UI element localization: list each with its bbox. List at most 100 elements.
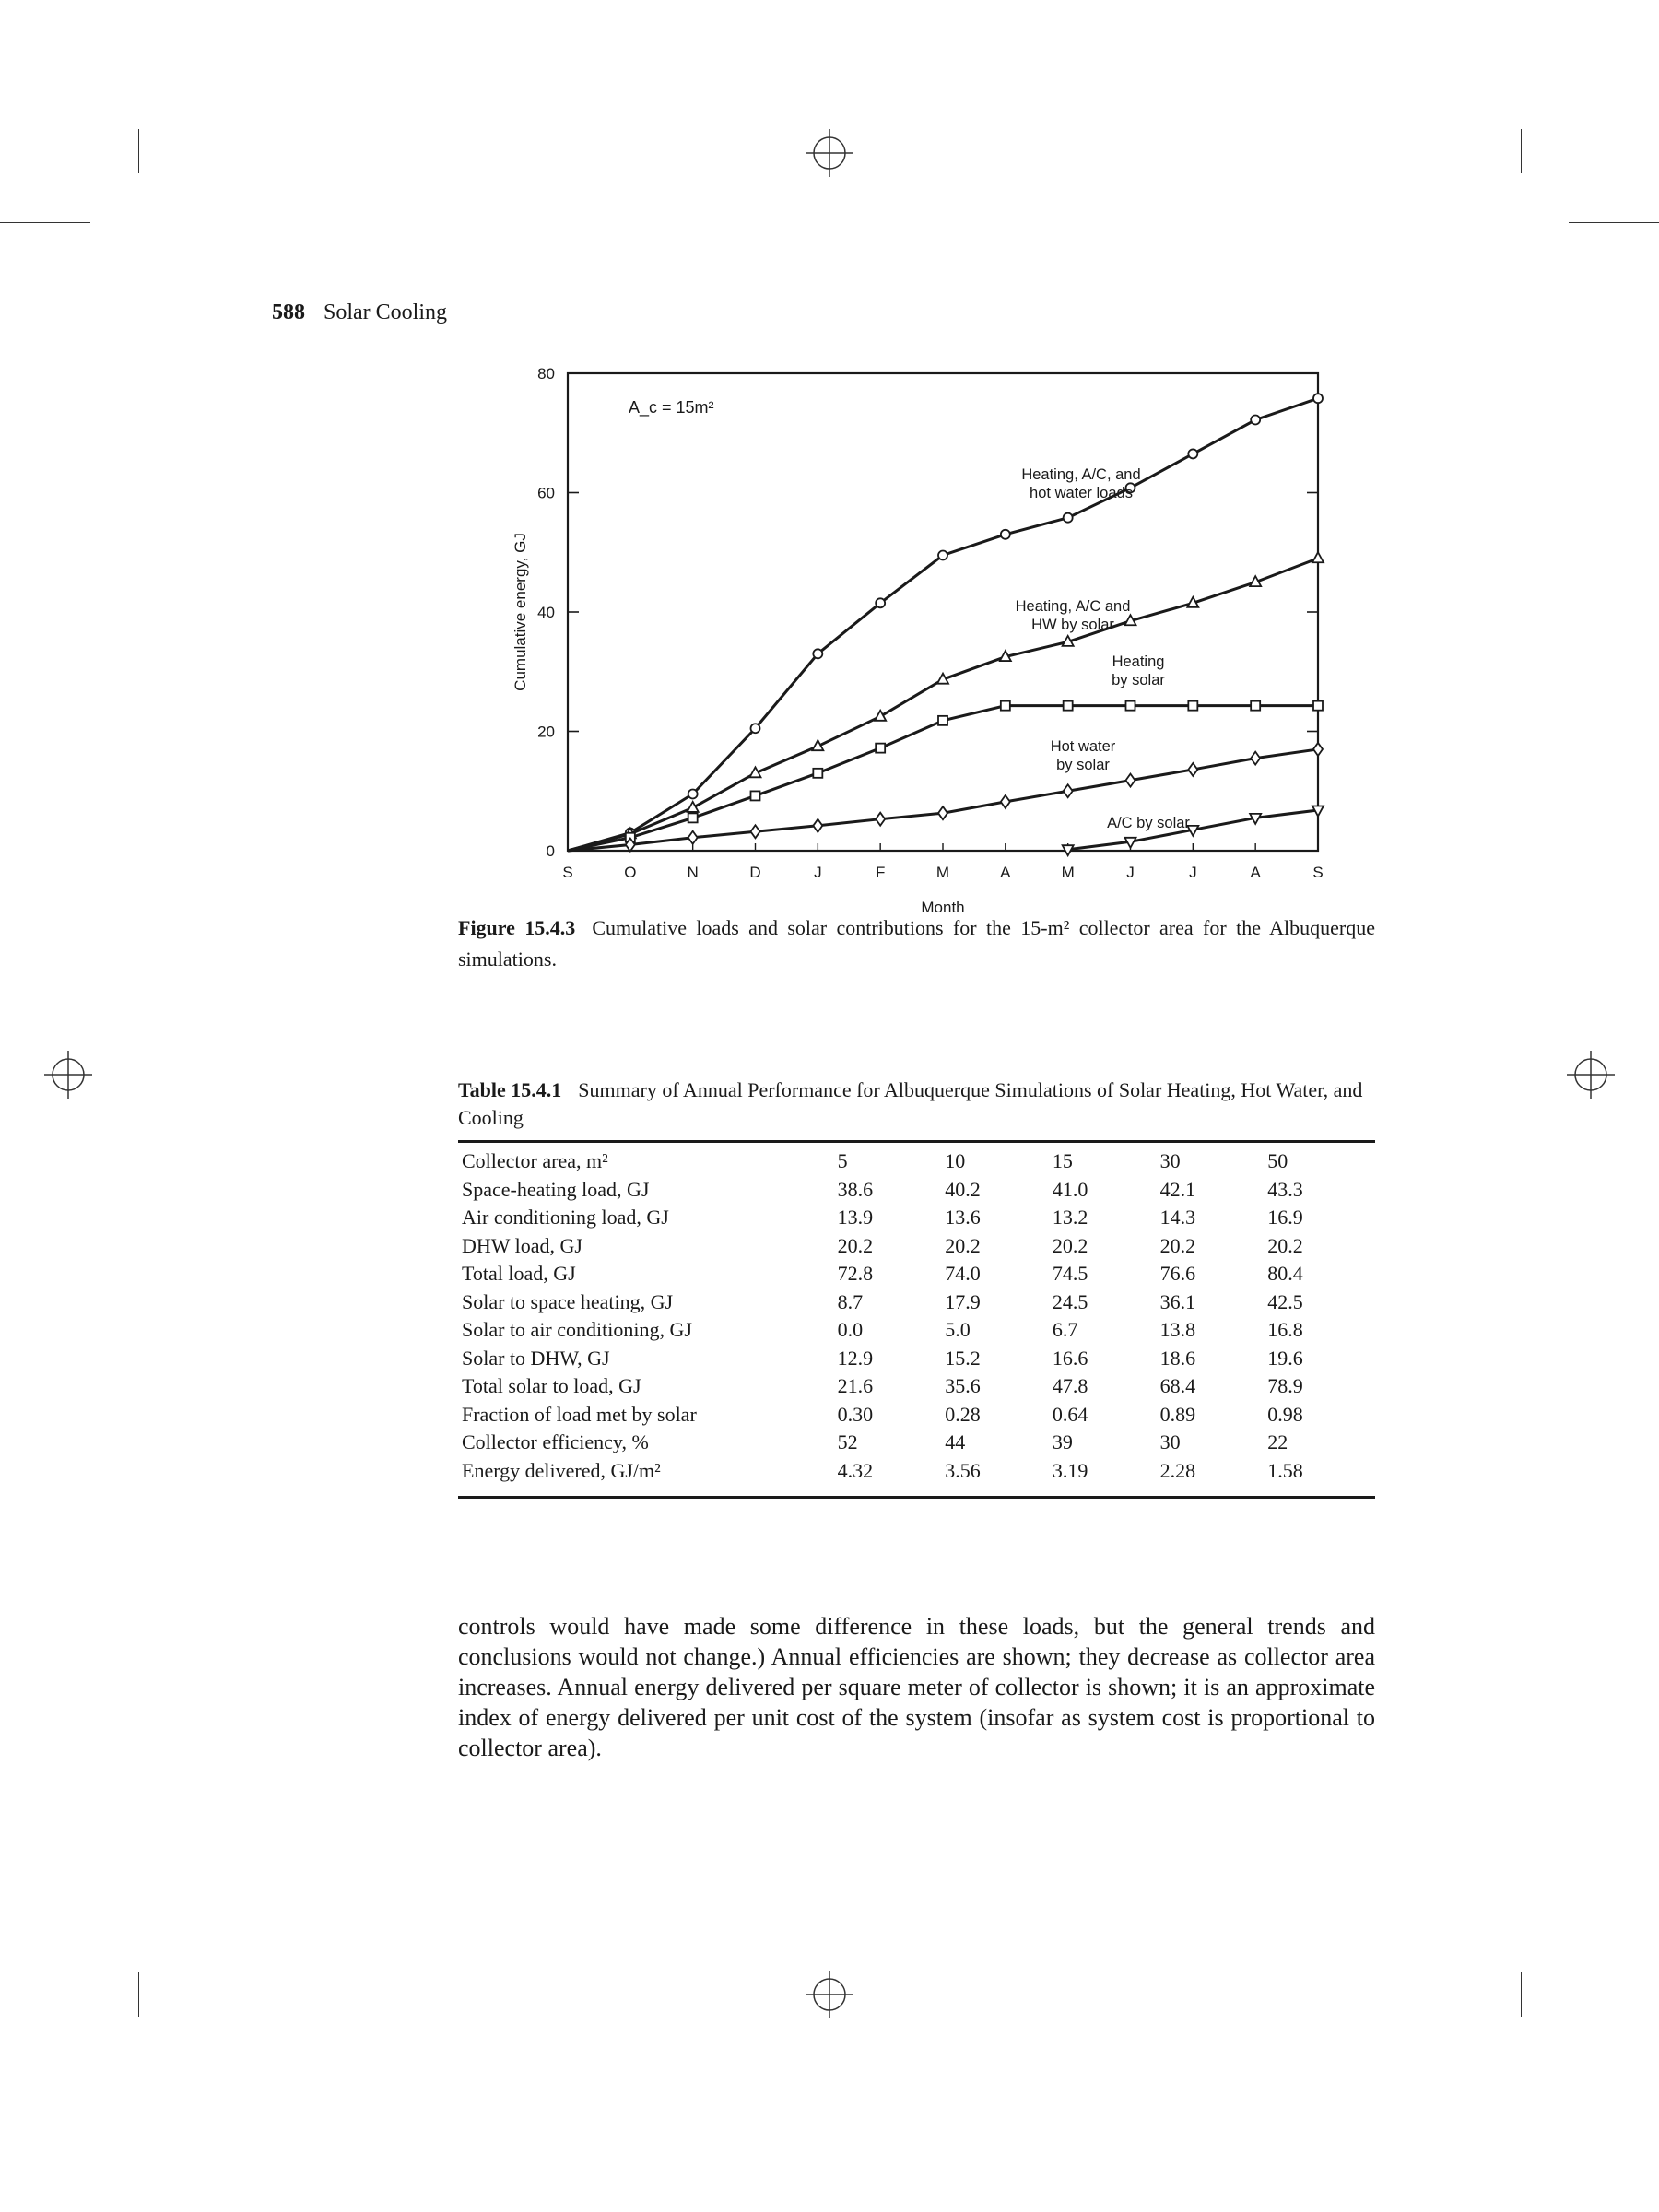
x-tick-label: A: [1000, 864, 1011, 881]
data-point-circle: [812, 648, 824, 660]
data-point-square: [1124, 700, 1136, 712]
data-point-diamond: [749, 823, 761, 840]
series-label: Hot water: [1051, 738, 1116, 755]
series-diamond: [567, 741, 1324, 853]
data-point-circle: [999, 528, 1011, 540]
row-label: Total solar to load, GJ: [462, 1374, 641, 1397]
x-tick-label: O: [624, 864, 636, 881]
table-row: Collector area, m² 5 10 15 30 50: [458, 1147, 1375, 1176]
registration-mark-icon: [1567, 1051, 1615, 1099]
data-point-triangle: [1061, 633, 1076, 647]
x-tick-label: J: [1189, 864, 1197, 881]
table-caption-text: Summary of Annual Performance for Albuqu…: [458, 1078, 1363, 1129]
x-tick-label: F: [876, 864, 885, 881]
table-cell: 50: [1267, 1149, 1288, 1172]
table-row: Solar to DHW, GJ 12.9 15.2 16.6 18.6 19.6: [458, 1345, 1375, 1373]
row-label: Solar to space heating, GJ: [462, 1289, 674, 1313]
x-tick-label: J: [1126, 864, 1135, 881]
series-label: A/C by solar: [1107, 815, 1190, 831]
table-cell: 8.7: [837, 1289, 864, 1313]
y-tick-label: 0: [547, 842, 555, 860]
data-point-circle: [1062, 512, 1074, 524]
data-point-circle: [875, 597, 887, 609]
data-point-square: [1062, 700, 1074, 712]
table-row: Space-heating load, GJ 38.6 40.2 41.0 42.1 43…: [458, 1176, 1375, 1205]
table-cell: 15: [1052, 1149, 1073, 1172]
table-cell: 47.8: [1052, 1374, 1088, 1397]
table-cell: 18.6: [1159, 1346, 1196, 1370]
series-label: hot water loads: [1030, 485, 1133, 501]
table-cell: 2.28: [1159, 1458, 1196, 1482]
running-head-title: Solar Cooling: [324, 300, 448, 324]
crop-mark: [0, 222, 90, 223]
data-point-diamond: [936, 805, 949, 821]
table-row: Collector efficiency, % 52 44 39 30 22: [458, 1429, 1375, 1457]
table-cell: 3.19: [1052, 1458, 1088, 1482]
x-tick-label: S: [562, 864, 572, 881]
table-cell: 38.6: [837, 1177, 874, 1201]
table-cell: 78.9: [1267, 1374, 1303, 1397]
y-axis-title: Cumulative energy, GJ: [512, 533, 529, 691]
data-point-diamond: [1312, 741, 1324, 758]
data-point-square: [937, 714, 948, 726]
table-caption-label: Table 15.4.1: [458, 1078, 562, 1101]
data-point-square: [1250, 700, 1262, 712]
series-label: HW by solar: [1031, 617, 1114, 633]
data-point-diamond: [812, 818, 824, 834]
performance-table: Collector area, m² 5 10 15 30 50 Space-heating…: [458, 1147, 1375, 1485]
table-cell: 39: [1052, 1430, 1073, 1453]
table-cell: 40.2: [945, 1177, 981, 1201]
table-cell: 19.6: [1267, 1346, 1303, 1370]
row-label: Air conditioning load, GJ: [462, 1206, 669, 1229]
table-row: Solar to space heating, GJ 8.7 17.9 24.5 36.…: [458, 1288, 1375, 1317]
data-point-diamond: [624, 836, 636, 853]
data-point-triangle: [998, 649, 1013, 662]
series-inverted-triangle: [1061, 805, 1325, 858]
table-cell: 24.5: [1052, 1289, 1088, 1313]
series-label: by solar: [1056, 757, 1110, 773]
series-triangle: [567, 550, 1325, 853]
table-cell: 13.2: [1052, 1206, 1088, 1229]
data-point-circle: [1250, 414, 1262, 426]
registration-mark-icon: [806, 129, 853, 177]
table-cell: 10: [945, 1149, 966, 1172]
data-point-circle: [1312, 393, 1324, 405]
table-cell: 16.6: [1052, 1346, 1088, 1370]
table-cell: 30: [1159, 1149, 1181, 1172]
series-line: [567, 704, 1318, 853]
table-cell: 14.3: [1159, 1206, 1196, 1229]
series-label: Heating, A/C and: [1016, 598, 1131, 615]
y-tick-label: 20: [537, 724, 555, 741]
data-point-triangle: [1185, 594, 1200, 608]
row-label: Total load, GJ: [462, 1262, 576, 1285]
table-cell: 20.2: [1052, 1233, 1088, 1257]
table-cell: 52: [837, 1430, 858, 1453]
row-label: Collector efficiency, %: [462, 1430, 649, 1453]
registration-mark-icon: [806, 1971, 853, 2018]
table-cell: 13.6: [945, 1206, 981, 1229]
table-cell: 35.6: [945, 1374, 981, 1397]
table-row: Fraction of load met by solar 0.30 0.28 0.6…: [458, 1401, 1375, 1430]
table-cell: 0.30: [837, 1402, 874, 1426]
table-cell: 16.8: [1267, 1318, 1303, 1341]
table-cell: 0.28: [945, 1402, 981, 1426]
x-tick-label: N: [688, 864, 699, 881]
crop-mark: [138, 129, 139, 173]
table-row: Air conditioning load, GJ 13.9 13.6 13.2 14.…: [458, 1204, 1375, 1232]
data-point-square: [1312, 700, 1324, 712]
table-cell: 20.2: [1159, 1233, 1196, 1257]
data-point-inverted-triangle: [1248, 812, 1263, 826]
table-cell: 44: [945, 1430, 966, 1453]
table-cell: 15.2: [945, 1346, 981, 1370]
table-row: DHW load, GJ 20.2 20.2 20.2 20.2 20.2: [458, 1232, 1375, 1261]
table-cell: 0.89: [1159, 1402, 1196, 1426]
page-number: 588: [272, 300, 305, 324]
table-cell: 17.9: [945, 1289, 981, 1313]
data-point-triangle: [1311, 550, 1325, 564]
crop-mark: [138, 1972, 139, 2017]
table-cell: 0.64: [1052, 1402, 1088, 1426]
data-point-triangle: [873, 708, 888, 722]
series-label: Heating, A/C, and: [1021, 466, 1140, 483]
table-cell: 72.8: [837, 1262, 874, 1285]
data-point-square: [812, 767, 824, 779]
